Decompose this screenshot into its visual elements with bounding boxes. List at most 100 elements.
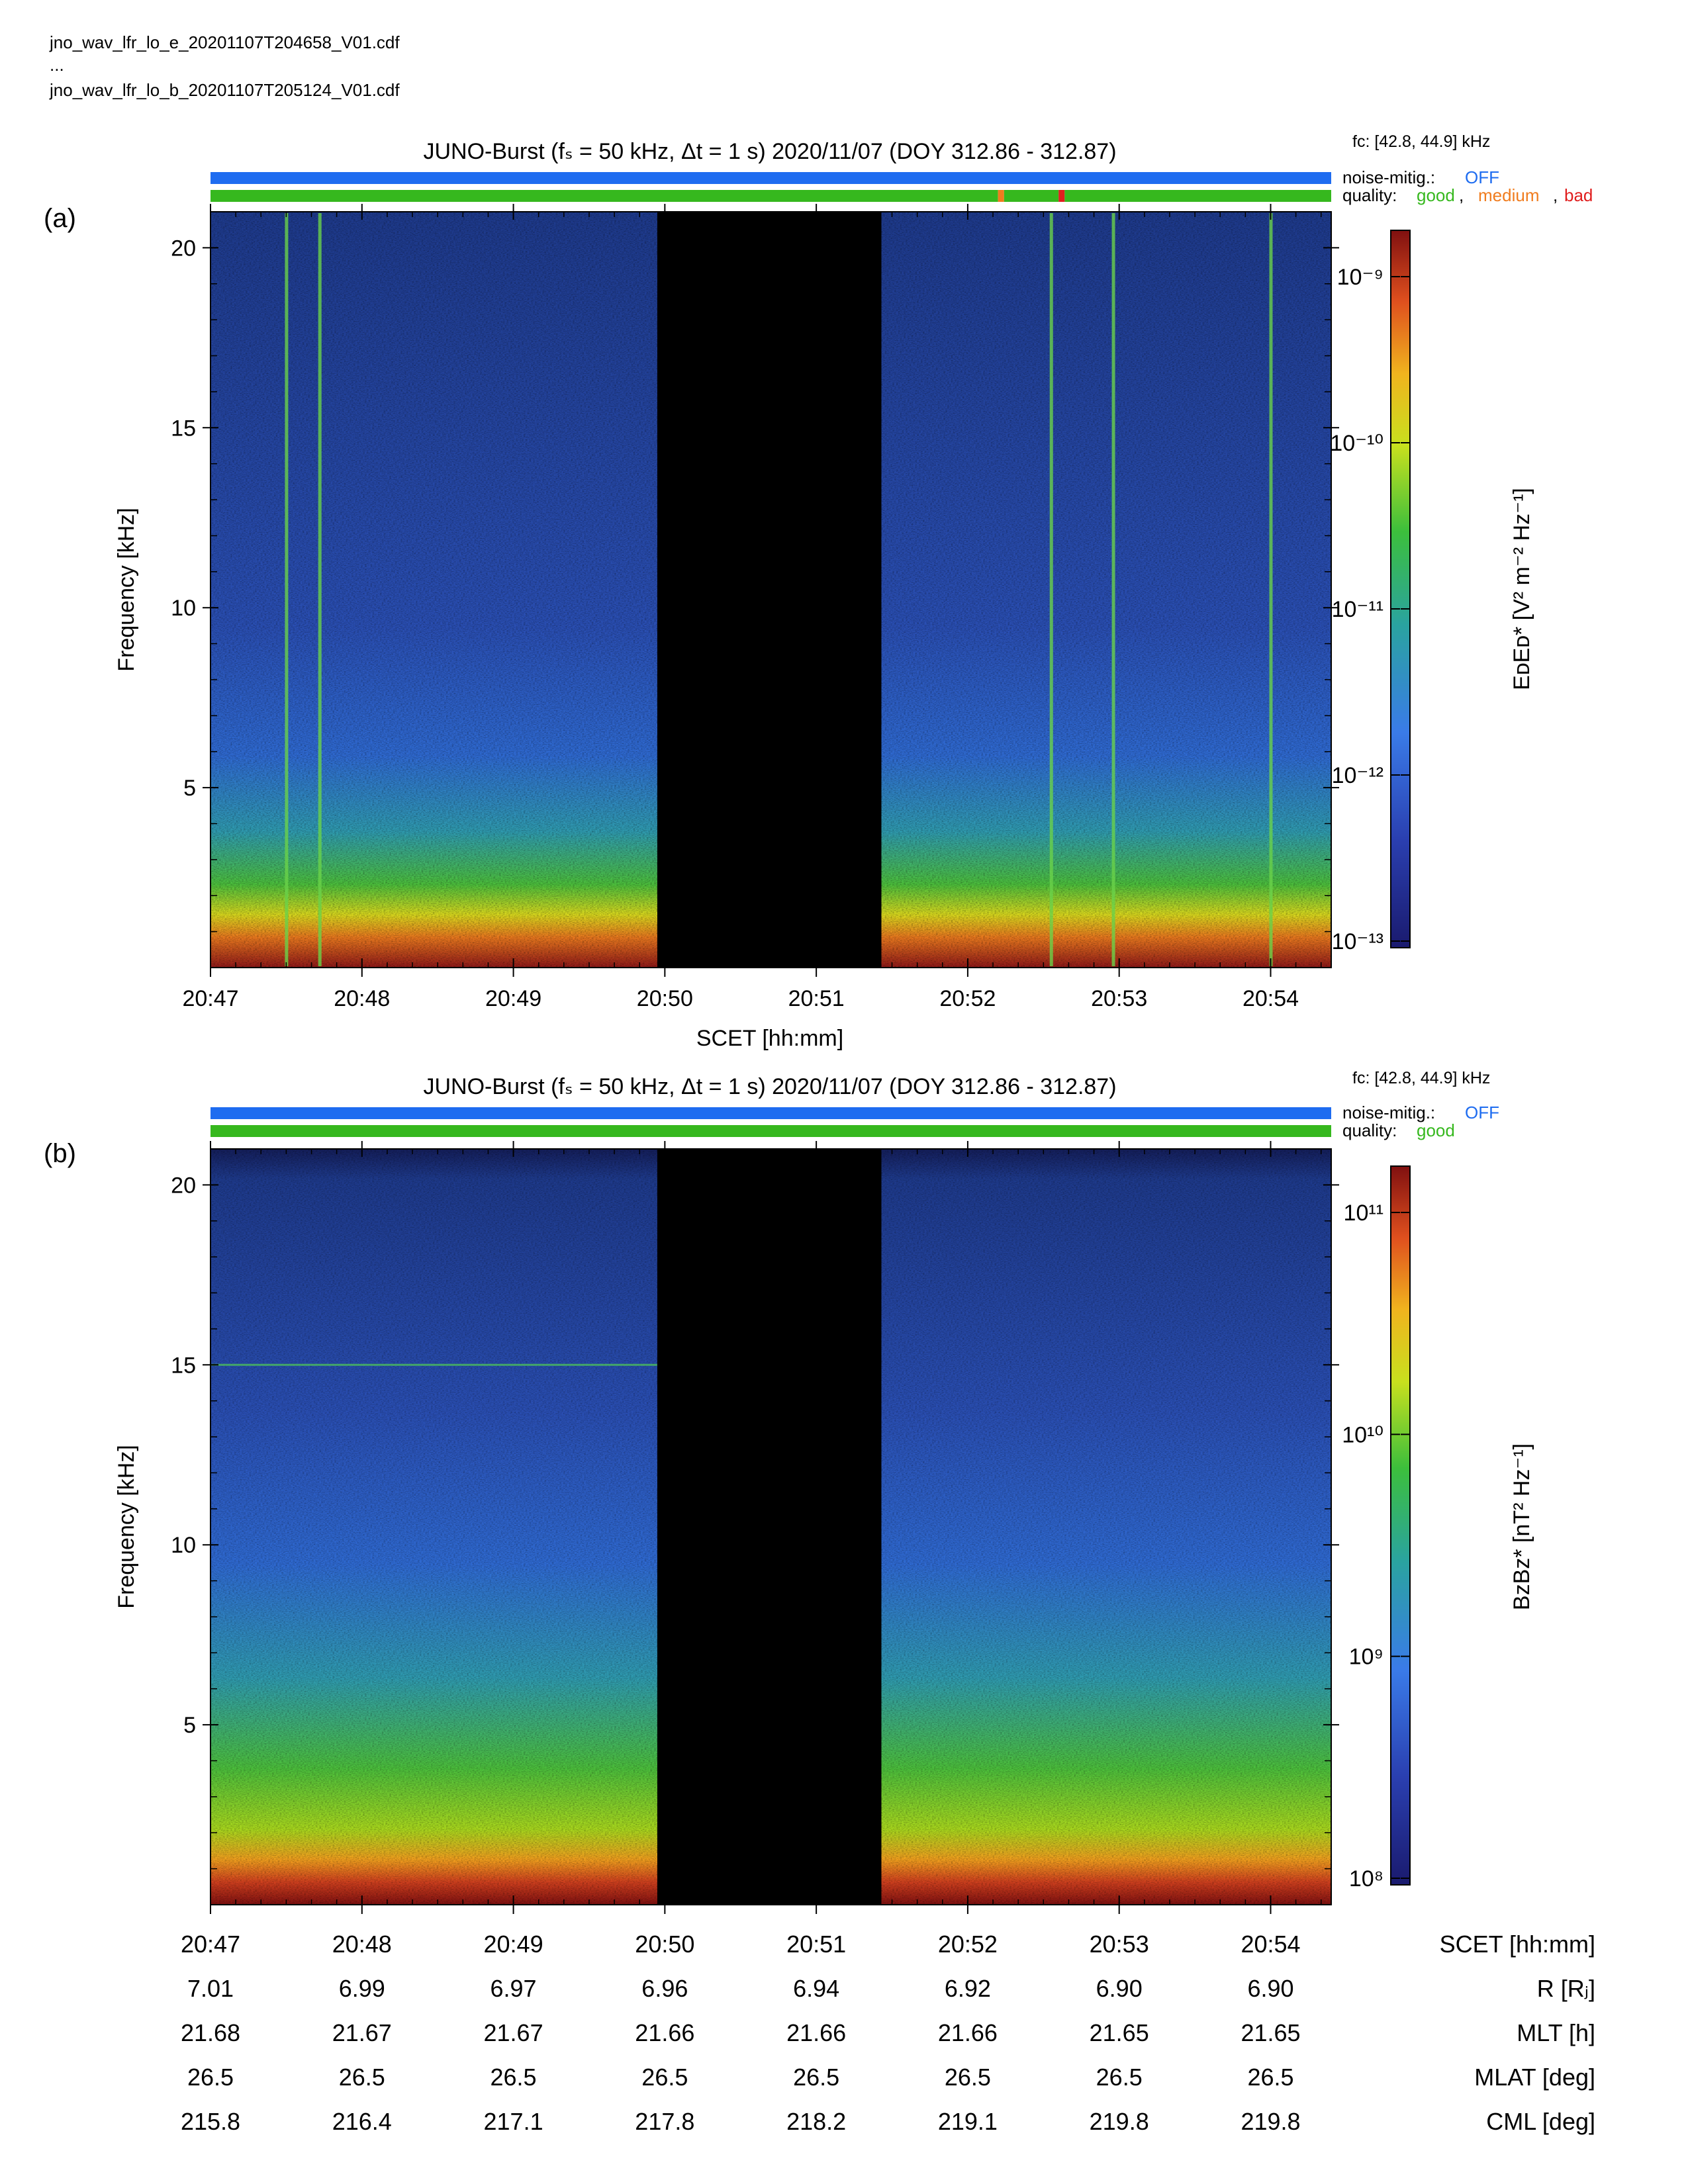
panel-a-quality-good xyxy=(211,190,998,202)
panel-a-xtick-label: 20:49 xyxy=(485,986,541,1011)
ephemeris-cell: 20:51 xyxy=(786,1931,846,1958)
ephemeris-cell: 6.92 xyxy=(945,1975,991,2002)
panel-b-frame xyxy=(210,1148,1332,1905)
panel-a-xtick-label: 20:47 xyxy=(182,986,238,1011)
panel-a-spectrogram xyxy=(211,212,1331,968)
panel-a-label: (a) xyxy=(44,204,76,233)
file-name-b: jno_wav_lfr_lo_b_20201107T205124_V01.cdf xyxy=(49,80,400,100)
panel-a-colorbar-label: EᴅEᴅ* [V² m⁻² Hz⁻¹] xyxy=(1509,488,1534,690)
ephemeris-row-label: MLAT [deg] xyxy=(1474,2064,1595,2091)
panel-b-ytick-label: 10 xyxy=(171,1533,196,1558)
ephemeris-cell: 20:52 xyxy=(938,1931,998,1958)
panel-a: (a) JUNO-Burst (fₛ = 50 kHz, Δt = 1 s) 2… xyxy=(44,132,1593,1051)
ephemeris-cell: 21.67 xyxy=(332,2019,392,2046)
panel-b-cbar-tick-label: 10⁹ xyxy=(1349,1645,1383,1670)
panel-b-quality-bar xyxy=(211,1125,1331,1137)
ephemeris-cell: 217.1 xyxy=(484,2108,543,2135)
panel-a-quality-medium: medium xyxy=(1478,185,1539,205)
panel-a-xtick-label: 20:51 xyxy=(788,986,845,1011)
ephemeris-cell: 21.65 xyxy=(1090,2019,1149,2046)
panel-a-emission-line xyxy=(1269,213,1273,966)
panel-a-frame xyxy=(210,211,1332,968)
panel-b-label: (b) xyxy=(44,1139,76,1168)
ephemeris-cell: 218.2 xyxy=(786,2108,846,2135)
ephemeris-cell: 217.8 xyxy=(635,2108,694,2135)
ephemeris-cell: 6.96 xyxy=(641,1975,688,2002)
ephemeris-cell: 21.66 xyxy=(938,2019,998,2046)
ephemeris-cell: 6.90 xyxy=(1096,1975,1143,2002)
panel-a-emission-line xyxy=(1049,213,1053,966)
panel-b-ytick-label: 20 xyxy=(171,1173,196,1198)
ephemeris-row-label: SCET [hh:mm] xyxy=(1440,1931,1595,1958)
file-name-e: jno_wav_lfr_lo_e_20201107T204658_V01.cdf xyxy=(49,32,400,52)
panel-a-quality-good: good xyxy=(1417,185,1455,205)
ephemeris-cell: 20:49 xyxy=(484,1931,543,1958)
ephemeris-cell: 216.4 xyxy=(332,2108,392,2135)
panel-a-title: JUNO-Burst (fₛ = 50 kHz, Δt = 1 s) 2020/… xyxy=(423,139,1116,164)
panel-a-xtick-label: 20:48 xyxy=(334,986,390,1011)
panel-a-quality-label: quality: xyxy=(1342,185,1397,205)
ephemeris-cell: 6.90 xyxy=(1247,1975,1293,2002)
panel-b-cbar-tick-label: 10¹⁰ xyxy=(1342,1422,1383,1447)
ephemeris-row-label: CML [deg] xyxy=(1486,2108,1595,2135)
ephemeris-cell: 7.01 xyxy=(187,1975,234,2002)
panel-b-colorbar-label: BᴢBᴢ* [nT² Hz⁻¹] xyxy=(1509,1443,1534,1610)
panel-a-cbar-tick-label: 10⁻¹³ xyxy=(1332,929,1383,954)
panel-a-quality-sep1: , xyxy=(1459,185,1464,205)
panel-b-noise-bar xyxy=(211,1107,1331,1119)
ephemeris-row-label: MLT [h] xyxy=(1517,2019,1595,2046)
ephemeris-cell: 6.94 xyxy=(793,1975,839,2002)
ephemeris-cell: 20:48 xyxy=(332,1931,392,1958)
panel-b-ytick-label: 5 xyxy=(183,1713,196,1738)
panel-a-cbar-tick-label: 10⁻⁹ xyxy=(1337,265,1383,290)
ephemeris-cell: 21.68 xyxy=(181,2019,240,2046)
ephemeris-cell: 6.99 xyxy=(339,1975,385,2002)
panel-a-ytick-label: 15 xyxy=(171,416,196,441)
ephemeris-cell: 219.8 xyxy=(1241,2108,1300,2135)
panel-b-quality-label: quality: xyxy=(1342,1120,1397,1140)
panel-a-quality-good xyxy=(1064,190,1331,202)
panel-b-noise-value: OFF xyxy=(1465,1103,1499,1122)
panel-b-spectrogram xyxy=(211,1149,1331,1905)
panel-a-ytick-label: 10 xyxy=(171,596,196,621)
ephemeris-cell: 26.5 xyxy=(187,2064,234,2091)
ephemeris-cell: 26.5 xyxy=(339,2064,385,2091)
panel-a-ytick-label: 20 xyxy=(171,236,196,261)
panel-a-xtick-label: 20:53 xyxy=(1091,986,1147,1011)
ephemeris-cell: 26.5 xyxy=(793,2064,839,2091)
ephemeris-cell: 26.5 xyxy=(945,2064,991,2091)
panel-a-data-gap xyxy=(657,212,882,968)
file-name-ellipsis: ... xyxy=(50,55,64,75)
panel-b: (b) JUNO-Burst (fₛ = 50 kHz, Δt = 1 s) 2… xyxy=(44,1069,1534,1914)
panel-a-cbar-tick-label: 10⁻¹¹ xyxy=(1332,597,1383,622)
ephemeris-cell: 20:50 xyxy=(635,1931,694,1958)
panel-b-colorbar xyxy=(1390,1165,1411,1886)
panel-a-xtick-label: 20:52 xyxy=(939,986,996,1011)
panel-a-colorbar xyxy=(1390,230,1411,948)
panel-a-quality-bar xyxy=(211,190,1331,202)
ephemeris-cell: 21.67 xyxy=(484,2019,543,2046)
panel-a-xlabel: SCET [hh:mm] xyxy=(696,1026,843,1051)
panel-a-xtick-label: 20:54 xyxy=(1243,986,1299,1011)
panel-a-noise-value: OFF xyxy=(1465,167,1499,187)
panel-b-ylabel: Frequency [kHz] xyxy=(114,1445,139,1609)
ephemeris-cell: 21.66 xyxy=(635,2019,694,2046)
panel-a-cbar-tick-label: 10⁻¹⁰ xyxy=(1330,431,1383,456)
panel-b-data-gap xyxy=(657,1149,882,1905)
panel-a-quality-bad xyxy=(1058,190,1065,202)
panel-a-quality-medium xyxy=(998,190,1004,202)
panel-b-quality-good xyxy=(211,1125,1331,1137)
panel-a-fc: fᴄ: [42.8, 44.9] kHz xyxy=(1352,132,1490,151)
ephemeris-cell: 215.8 xyxy=(181,2108,240,2135)
ephemeris-cell: 20:47 xyxy=(181,1931,240,1958)
panel-a-emission-line xyxy=(285,213,289,966)
ephemeris-table: 20:47 20:48 20:49 20:50 20:51 20:52 20:53 20:54… xyxy=(181,1931,1595,2135)
panel-a-ytick-label: 5 xyxy=(183,776,196,801)
panel-a-xtick-label: 20:50 xyxy=(637,986,693,1011)
panel-b-cbar-tick-label: 10⁸ xyxy=(1349,1866,1383,1891)
panel-b-cbar-tick-label: 10¹¹ xyxy=(1344,1201,1383,1226)
panel-a-emission-line xyxy=(1111,213,1115,966)
panel-a-emission-line xyxy=(318,213,322,966)
panel-a-ylabel: Frequency [kHz] xyxy=(114,508,139,672)
